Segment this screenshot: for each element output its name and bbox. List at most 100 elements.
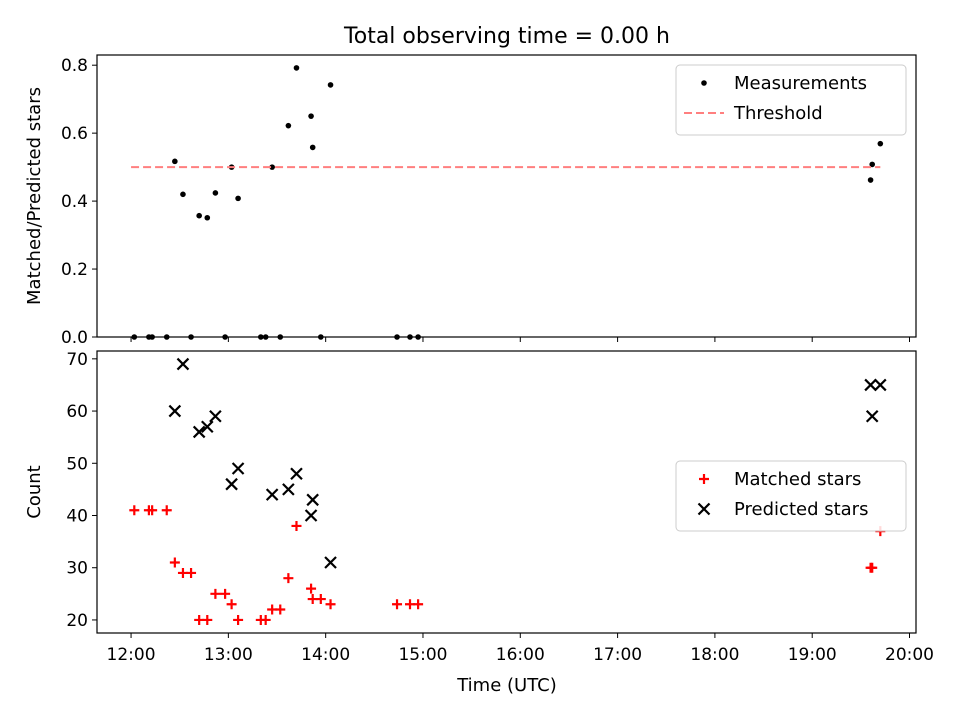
x-tick-label: 15:00 [398, 645, 447, 665]
measurement-point [258, 334, 264, 340]
matched-star-marker [169, 557, 180, 568]
measurement-point [867, 177, 874, 183]
top-panel: 0.0 0.2 0.4 0.6 0.8 Matched/Predicted stars Me… [24, 54, 917, 348]
measurement-point [269, 164, 275, 170]
predicted-star-marker [304, 509, 318, 522]
legend-matched-marker [699, 474, 709, 484]
top-y-tick-label: 0.8 [61, 56, 88, 76]
measurement-point [869, 161, 876, 168]
measurement-point [204, 214, 211, 221]
legend-label: Threshold [733, 103, 823, 124]
top-y-tick-label: 0.6 [61, 124, 88, 144]
top-y-tick-label: 0.0 [61, 328, 88, 348]
legend-predicted-marker [697, 502, 711, 516]
top-y-tick-label: 0.4 [61, 192, 88, 212]
legend-measurement-marker [701, 80, 707, 86]
top-y-axis-label: Matched/Predicted stars [24, 87, 45, 305]
measurement-point [308, 113, 314, 119]
predicted-star-marker [265, 488, 279, 501]
measurement-point [188, 334, 194, 340]
matched-star-marker [202, 614, 213, 625]
matched-star-marker [306, 583, 317, 594]
bottom-y-tick-label: 70 [66, 350, 88, 370]
matched-star-marker [147, 505, 158, 516]
top-axes-frame [96, 54, 917, 338]
matched-star-marker [226, 599, 237, 610]
bottom-panel: 12:00 13:00 14:00 15:00 16:00 17:00 18:00 19:00… [24, 350, 934, 665]
matched-star-marker [129, 505, 140, 516]
predicted-star-marker [864, 378, 877, 392]
predicted-star-marker [176, 357, 190, 371]
measurement-point [131, 334, 138, 340]
x-tick-label: 16:00 [496, 645, 545, 665]
x-tick-label: 12:00 [107, 645, 156, 665]
legend-label: Measurements [734, 73, 867, 94]
predicted-star-marker [865, 410, 879, 423]
matched-star-marker [275, 604, 286, 615]
matched-star-marker [413, 599, 424, 610]
x-tick-label: 14:00 [301, 645, 350, 665]
predicted-star-marker [192, 425, 206, 439]
predicted-star-marker [209, 410, 222, 423]
predicted-star-marker [306, 493, 319, 507]
predicted-star-marker [201, 420, 214, 433]
legend-label: Predicted stars [734, 499, 868, 520]
predicted-star-marker [168, 404, 182, 418]
predicted-star-marker [324, 556, 337, 569]
measurement-point [293, 65, 300, 71]
measurement-point [180, 191, 186, 198]
bottom-y-tick-label: 40 [66, 507, 88, 527]
measurement-point [327, 82, 334, 88]
x-tick-label: 19:00 [788, 645, 837, 665]
matched-star-marker [867, 562, 878, 573]
figure-title: Total observing time = 0.00 h [343, 24, 670, 49]
x-tick-label: 13:00 [204, 645, 253, 665]
legend-label: Matched stars [734, 469, 861, 490]
bottom-y-axis-label: Count [24, 465, 45, 518]
bottom-axes-frame [96, 350, 917, 634]
matched-star-marker [392, 599, 403, 610]
bottom-y-tick-label: 20 [66, 611, 88, 631]
matched-star-marker [233, 614, 244, 625]
x-tick-label: 18:00 [690, 645, 739, 665]
matched-star-marker [325, 599, 336, 610]
matched-star-marker [210, 588, 221, 599]
bottom-y-tick-label: 60 [66, 402, 88, 422]
measurement-point [262, 334, 269, 340]
matched-star-marker [315, 594, 326, 605]
matched-star-marker [291, 520, 302, 531]
matched-star-marker [186, 567, 197, 578]
predicted-star-marker [231, 462, 245, 475]
top-legend [675, 64, 907, 136]
predicted-star-marker [874, 378, 887, 392]
measurement-point [222, 334, 228, 340]
measurement-point [285, 122, 292, 129]
predicted-star-marker [225, 477, 238, 491]
measurement-point [163, 334, 170, 340]
x-axis-label: Time (UTC) [456, 675, 557, 696]
x-tick-label: 20:00 [885, 645, 934, 665]
x-tick-label: 17:00 [593, 645, 642, 665]
measurement-point [407, 334, 413, 340]
predicted-star-marker [290, 467, 303, 480]
measurement-point [318, 334, 324, 340]
measurement-point [877, 140, 884, 147]
matched-star-marker [283, 573, 294, 584]
matched-star-marker [260, 614, 271, 625]
measurement-point [309, 144, 316, 151]
bottom-y-tick-label: 30 [66, 559, 88, 579]
matched-star-marker [161, 505, 172, 516]
measurement-point [172, 158, 178, 165]
measurement-point [212, 190, 219, 196]
top-y-tick-label: 0.2 [61, 260, 88, 280]
measurement-point [149, 334, 155, 340]
measurement-point [277, 334, 284, 340]
measurement-point [196, 212, 202, 219]
measurement-point [235, 195, 241, 202]
predicted-star-marker [282, 483, 295, 496]
bottom-legend [675, 460, 907, 532]
measurement-point [415, 334, 421, 340]
matched-star-marker [220, 588, 231, 599]
bottom-y-tick-label: 50 [66, 454, 88, 474]
